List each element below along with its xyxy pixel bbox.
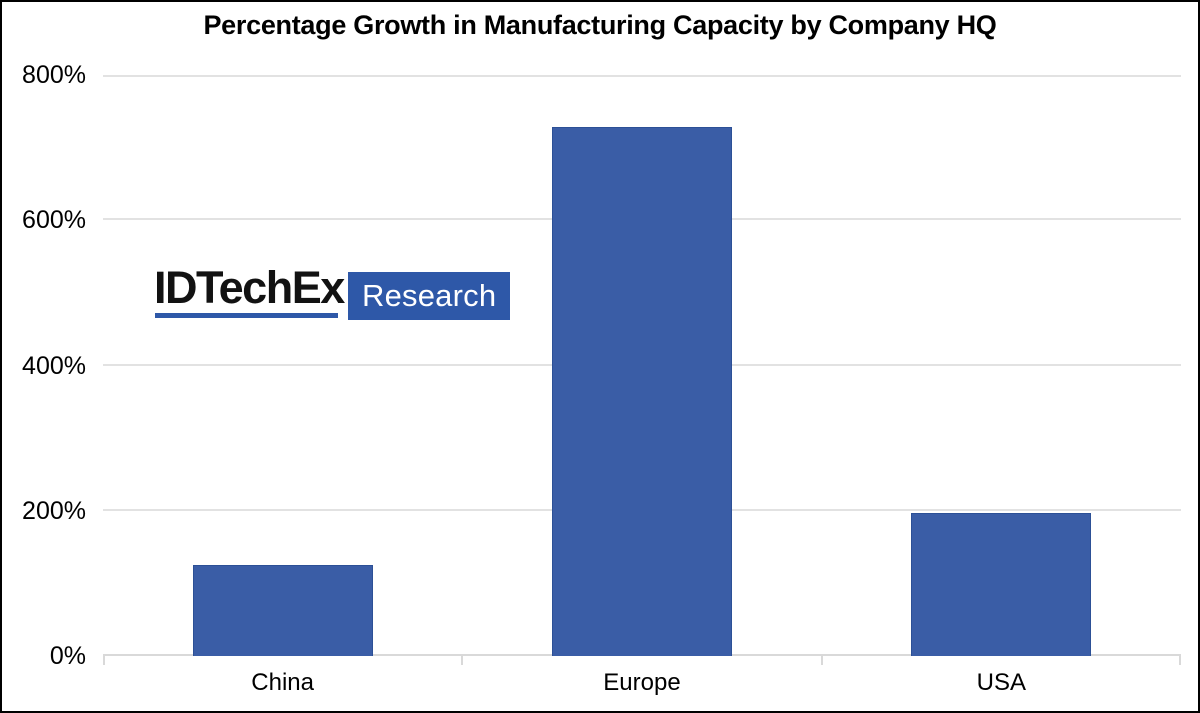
gridline-800 [103, 75, 1181, 77]
bar-china [192, 565, 373, 656]
axis-tick [1179, 656, 1181, 665]
idtechex-research-logo: IDTechEx Research [152, 262, 512, 325]
logo-brand-text: IDTechEx [154, 262, 345, 313]
y-tick-label: 200% [22, 496, 86, 525]
x-axis-label-china: China [251, 669, 315, 696]
axis-tick [103, 656, 105, 665]
logo-research-text: Research [362, 278, 497, 313]
plot-area [103, 75, 1181, 665]
x-axis-label-usa: USA [976, 669, 1026, 696]
bar-usa [911, 512, 1092, 656]
bar-europe [552, 127, 732, 656]
y-tick-label: 800% [22, 61, 86, 89]
axis-tick [820, 656, 823, 665]
x-axis-label-europe: Europe [603, 669, 681, 696]
axis-tick [461, 656, 464, 665]
x-axis-labels: China Europe USA [103, 669, 1181, 701]
y-tick-label: 600% [22, 206, 86, 235]
logo-underline [155, 313, 338, 318]
y-tick-label: 0% [49, 642, 86, 670]
y-axis-labels: 0% 200% 400% 600% 800% [2, 61, 86, 670]
y-tick-label: 400% [22, 351, 86, 380]
chart-title: Percentage Growth in Manufacturing Capac… [203, 10, 997, 40]
logo-research-box: Research [348, 272, 510, 320]
